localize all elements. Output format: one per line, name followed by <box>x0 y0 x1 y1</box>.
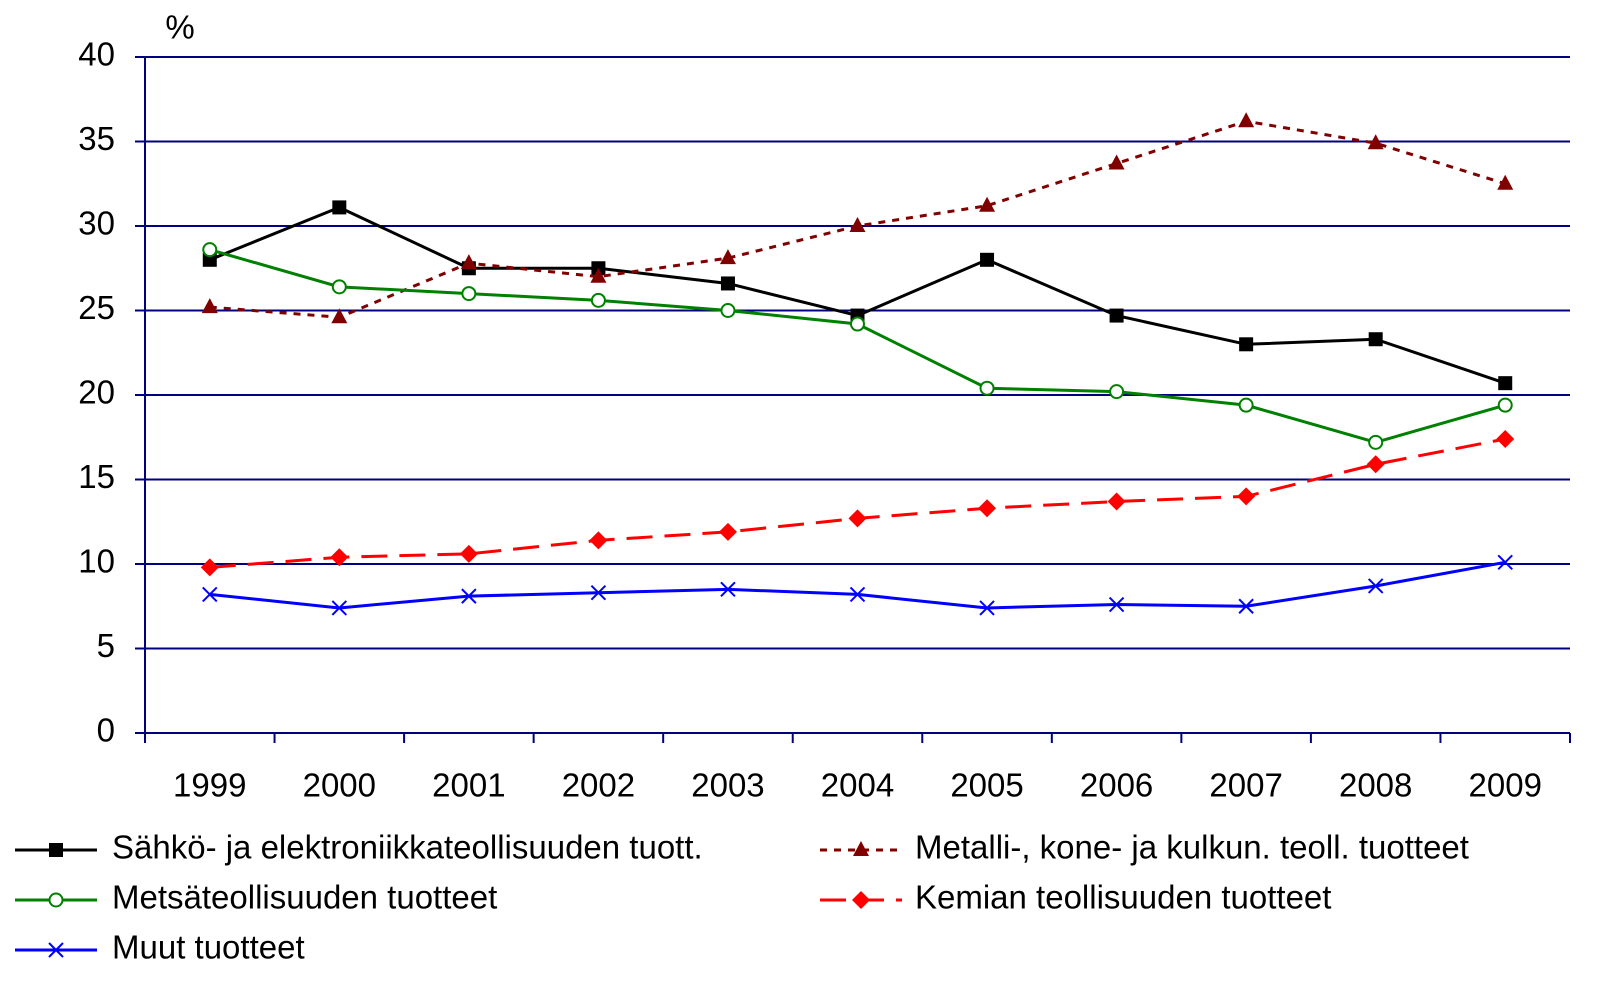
marker <box>720 276 735 291</box>
marker <box>980 252 995 267</box>
marker <box>1368 332 1383 347</box>
marker <box>849 586 866 603</box>
marker <box>1367 134 1384 150</box>
marker <box>1497 174 1514 190</box>
x-tick-label: 2001 <box>432 767 505 804</box>
marker <box>1238 112 1255 128</box>
x-tick-label: 2009 <box>1469 767 1542 804</box>
legend-label: Kemian teollisuuden tuotteet <box>915 879 1331 916</box>
series-line <box>209 560 1506 610</box>
marker <box>590 292 606 308</box>
y-tick-label: 0 <box>97 712 115 749</box>
marker <box>459 544 478 563</box>
marker <box>331 600 348 616</box>
x-tick-label: 2002 <box>562 767 635 804</box>
marker <box>852 891 870 909</box>
marker <box>331 279 347 295</box>
marker <box>1497 554 1513 571</box>
series-line <box>209 437 1506 569</box>
marker <box>979 600 995 616</box>
marker <box>1497 397 1513 413</box>
marker <box>848 509 867 528</box>
x-tick-label: 2008 <box>1339 767 1412 804</box>
marker <box>719 249 736 265</box>
marker <box>48 942 64 958</box>
marker <box>1366 455 1385 474</box>
marker <box>1367 578 1384 594</box>
marker <box>720 581 736 598</box>
marker <box>1109 308 1124 323</box>
x-tick-label: 2007 <box>1209 767 1282 804</box>
marker <box>1239 337 1254 352</box>
y-tick-label: 20 <box>78 374 115 411</box>
x-tick-label: 1999 <box>173 767 246 804</box>
marker <box>978 499 997 518</box>
marker <box>1237 487 1256 506</box>
marker <box>460 254 477 270</box>
x-tick-label: 2003 <box>691 767 764 804</box>
x-tick-label: 2004 <box>821 767 894 804</box>
marker <box>332 200 347 215</box>
marker <box>1238 598 1254 614</box>
marker <box>461 286 477 302</box>
marker <box>461 588 477 604</box>
marker <box>1498 376 1513 391</box>
y-tick-label: 10 <box>78 543 115 580</box>
legend-label: Metalli-, kone- ja kulkun. teoll. tuotte… <box>915 829 1469 866</box>
marker <box>1108 596 1125 613</box>
marker <box>850 316 865 332</box>
marker <box>979 196 996 212</box>
marker <box>202 242 218 258</box>
x-tick-label: 2006 <box>1080 767 1153 804</box>
marker <box>330 548 349 567</box>
marker <box>1109 384 1125 400</box>
marker <box>849 217 866 232</box>
marker <box>590 585 607 601</box>
y-tick-label: 15 <box>78 458 115 495</box>
marker <box>202 252 217 267</box>
legend-label: Sähkö- ja elektroniikkateollisuuden tuot… <box>112 829 703 866</box>
x-tick-label: 2005 <box>950 767 1023 804</box>
marker <box>720 303 736 318</box>
marker <box>201 298 218 314</box>
marker <box>589 531 608 550</box>
legend-label: Muut tuotteet <box>112 929 305 966</box>
legend-label: Metsäteollisuuden tuotteet <box>112 879 497 916</box>
marker <box>49 843 63 857</box>
marker <box>718 522 737 541</box>
marker <box>853 841 869 856</box>
series-line <box>209 248 1506 444</box>
y-tick-label: 5 <box>97 627 115 664</box>
marker <box>1108 154 1125 170</box>
y-axis-label: % <box>165 9 194 46</box>
marker <box>200 558 219 577</box>
y-tick-label: 25 <box>78 289 115 326</box>
marker <box>590 267 607 283</box>
y-tick-label: 30 <box>78 205 115 242</box>
y-tick-label: 35 <box>78 120 115 157</box>
marker <box>1107 492 1126 511</box>
marker <box>1238 397 1254 413</box>
marker <box>1368 434 1384 450</box>
marker <box>48 892 64 908</box>
series-line <box>209 205 1506 385</box>
y-tick-label: 40 <box>78 36 115 73</box>
marker <box>202 586 218 603</box>
marker <box>331 308 348 324</box>
x-tick-label: 2000 <box>303 767 376 804</box>
marker <box>1496 429 1515 448</box>
marker <box>979 380 995 396</box>
